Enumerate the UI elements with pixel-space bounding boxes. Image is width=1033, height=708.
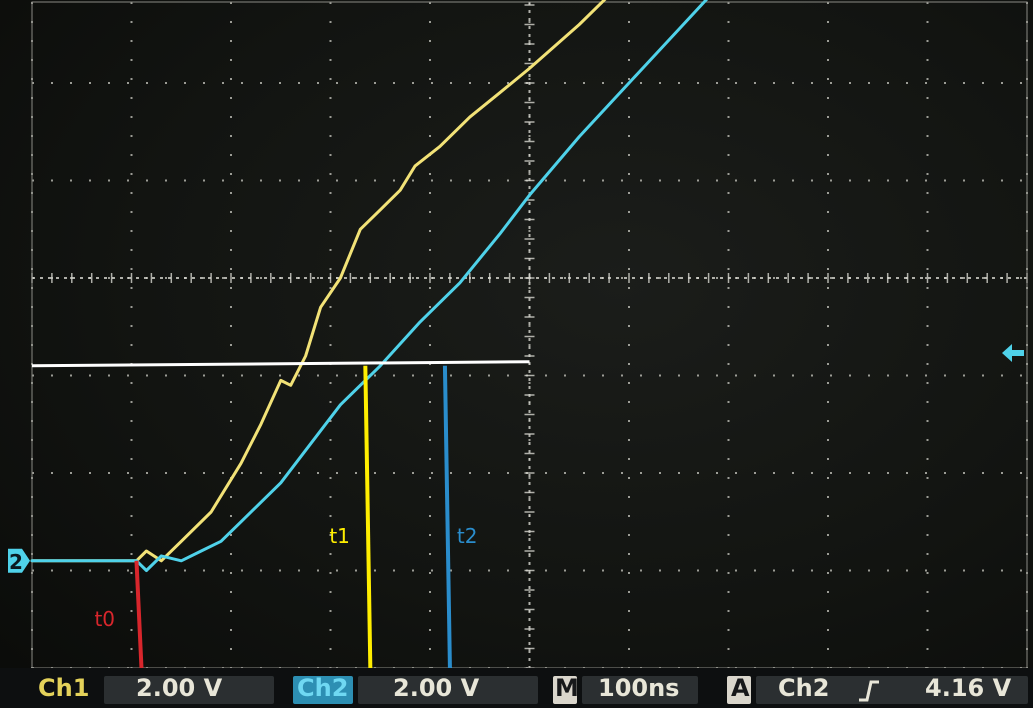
ch2-label: Ch2 xyxy=(297,674,349,702)
reference-level-line xyxy=(31,360,530,368)
trigger-level-arrow-icon xyxy=(1002,344,1024,362)
trace-ch1 xyxy=(30,0,607,563)
marker-t2 xyxy=(442,365,452,669)
marker-label-t2: t2 xyxy=(457,524,478,548)
a-label: A xyxy=(731,674,750,702)
marker-t1 xyxy=(363,365,373,669)
ch1-scale-box xyxy=(104,676,274,704)
ch2-label-box xyxy=(293,676,353,704)
timebase: 100ns xyxy=(598,674,680,702)
trace-ch2 xyxy=(30,0,709,572)
a-label-box xyxy=(727,676,751,704)
m-label: M xyxy=(555,674,579,702)
graticule xyxy=(31,1,1028,669)
ground-marker xyxy=(8,548,30,573)
trigger-source: Ch2 xyxy=(778,674,830,702)
ch2-scale-box xyxy=(358,676,538,704)
m-label-box xyxy=(553,676,577,704)
traces xyxy=(30,0,709,572)
ch2-scale: 2.00 V xyxy=(393,674,480,702)
marker-label-t0: t0 xyxy=(94,607,115,631)
trigger-box xyxy=(756,676,1028,704)
timebase-box xyxy=(582,676,698,704)
marker-t0 xyxy=(134,560,144,669)
rising-edge-icon xyxy=(859,680,879,702)
timing-markers: t0 t1 t2 2 xyxy=(8,344,1024,669)
ground-marker-label: 2 xyxy=(9,550,23,574)
ch1-scale: 2.00 V xyxy=(136,674,223,702)
ch1-label: Ch1 xyxy=(38,674,90,702)
trigger-level: 4.16 V xyxy=(925,674,1012,702)
marker-label-t1: t1 xyxy=(329,524,350,548)
